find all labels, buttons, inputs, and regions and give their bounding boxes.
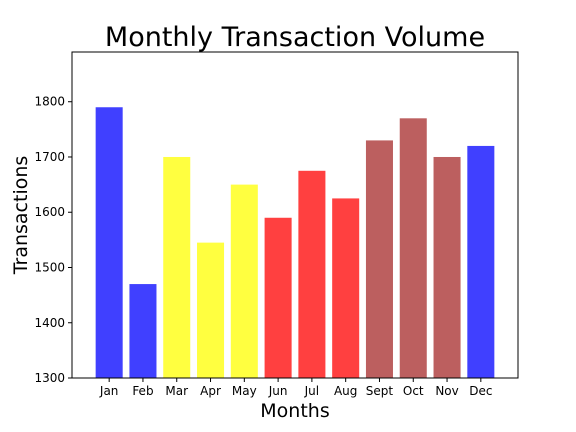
x-tick-label: Nov <box>435 384 458 398</box>
ticks-group: Jan Feb Mar Apr May Jun Jul Aug Sept Oct Nov Dec 130… <box>34 95 492 398</box>
bar-feb <box>129 284 157 378</box>
y-tick-label: 1700 <box>34 150 65 164</box>
bar-aug <box>332 198 360 378</box>
plot-area-frame <box>71 51 519 379</box>
bar-jan <box>95 107 123 378</box>
bar-jul <box>298 170 326 378</box>
bar-apr <box>197 242 225 378</box>
bar-dec <box>467 145 495 378</box>
x-tick-label: Dec <box>469 384 492 398</box>
x-tick-label: Apr <box>200 384 221 398</box>
x-tick-label: Feb <box>132 384 153 398</box>
y-tick-label: 1800 <box>34 95 65 109</box>
bars-group <box>95 107 495 378</box>
x-axis-label: Months <box>260 400 329 422</box>
x-tick-label: Jan <box>99 384 119 398</box>
bar-mar <box>163 156 191 378</box>
y-tick-label: 1400 <box>34 316 65 330</box>
bar-nov <box>433 156 461 378</box>
x-tick-label: Aug <box>334 384 357 398</box>
x-tick-label: Oct <box>403 384 424 398</box>
y-axis-label: Transactions <box>10 156 32 276</box>
x-tick-label: Jul <box>304 384 319 398</box>
y-tick-label: 1300 <box>34 371 65 385</box>
y-tick-label: 1600 <box>34 205 65 219</box>
bar-sept <box>365 140 393 378</box>
x-tick-label: May <box>232 384 257 398</box>
x-tick-label: Mar <box>165 384 188 398</box>
bar-may <box>230 184 258 378</box>
x-tick-label: Sept <box>366 384 394 398</box>
y-tick-label: 1500 <box>34 260 65 274</box>
bar-oct <box>399 118 427 378</box>
chart-title: Monthly Transaction Volume <box>105 22 485 53</box>
bar-jun <box>264 217 292 378</box>
x-tick-label: Jun <box>268 384 288 398</box>
